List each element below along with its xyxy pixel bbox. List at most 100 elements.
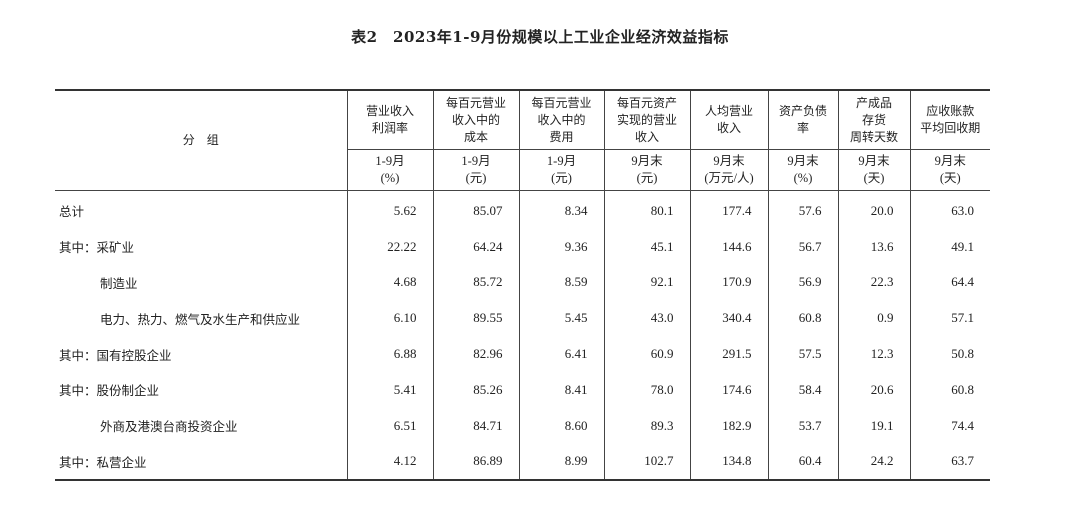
- cell-value: 0.9: [837, 300, 910, 337]
- cell-value: 43.0: [603, 300, 690, 337]
- column-unit: (%): [380, 171, 400, 185]
- cell-value: 50.8: [909, 336, 990, 372]
- cell-value: 80.1: [603, 190, 690, 229]
- cell-value: 56.7: [767, 228, 838, 265]
- column-header-line: 每百元营业: [531, 95, 592, 110]
- column-header-line: 费用: [549, 129, 574, 144]
- column-period: 1-9月: [375, 154, 405, 168]
- column-header: 应收账款 平均回收期: [909, 90, 990, 150]
- column-header: 资产负债率: [767, 90, 838, 150]
- column-header-line: 每百元资产: [616, 95, 677, 110]
- cell-value: 170.9: [689, 264, 768, 301]
- column-header-line: 收入中的: [537, 112, 586, 127]
- row-label: 其中：国有控股企业: [59, 347, 172, 363]
- column-unit-header: 1-9月 (元): [518, 149, 604, 191]
- column-header-line: 营业收入: [365, 104, 414, 118]
- cell-value: 5.45: [518, 300, 604, 337]
- cell-value: 174.6: [689, 371, 768, 408]
- header-row-units: 1-9月 (%) 1-9月 (元) 1-9月 (元) 9月末 (元) 9月末 (万元/人) 9月末 (…: [55, 149, 990, 191]
- column-unit: (万元/人): [704, 171, 754, 185]
- cell-value: 56.9: [767, 264, 838, 301]
- column-unit: (元): [551, 171, 572, 185]
- table-row: 其中：私营企业 4.12 86.89 8.99 102.7 134.8 60.4 24.2 63…: [55, 443, 990, 482]
- cell-value: 6.88: [346, 336, 433, 372]
- cell-value: 6.51: [346, 407, 433, 444]
- cell-value: 45.1: [603, 228, 690, 265]
- column-unit: (元): [636, 171, 658, 185]
- cell-value: 60.4: [767, 443, 838, 482]
- column-unit: (天): [863, 171, 885, 185]
- cell-value: 78.0: [603, 371, 690, 408]
- column-unit: (%): [793, 171, 813, 185]
- column-header-line: 应收账款: [926, 104, 975, 118]
- column-period: 9月末: [858, 154, 890, 168]
- cell-value: 86.89: [432, 443, 519, 482]
- table-row: 其中：股份制企业 5.41 85.26 8.41 78.0 174.6 58.4 20.6 60…: [55, 371, 990, 408]
- column-header-line: 周转天数: [849, 129, 898, 144]
- column-header-line: 实现的营业: [616, 112, 677, 127]
- row-label: 总计: [59, 204, 85, 220]
- cell-value: 4.68: [346, 264, 433, 301]
- table-row: 制造业 4.68 85.72 8.59 92.1 170.9 56.9 22.3 64.4: [55, 264, 990, 301]
- cell-value: 82.96: [432, 336, 519, 372]
- cell-value: 8.59: [518, 264, 604, 301]
- cell-value: 19.1: [837, 407, 910, 444]
- cell-value: 74.4: [909, 407, 990, 444]
- row-label: 外商及港澳台商投资企业: [100, 419, 238, 435]
- cell-value: 8.41: [518, 371, 604, 408]
- cell-value: 340.4: [689, 300, 768, 337]
- column-unit-header: 9月末 (%): [767, 149, 838, 191]
- cell-value: 85.72: [432, 264, 519, 301]
- table-row: 其中：国有控股企业 6.88 82.96 6.41 60.9 291.5 57.5 12.3 5…: [55, 336, 990, 372]
- group-header: 分 组: [182, 133, 219, 147]
- column-header-line: 收入: [716, 121, 741, 135]
- column-header: 每百元营业收入中的费用: [518, 90, 604, 150]
- column-unit-header: 9月末 (天): [909, 149, 990, 191]
- cell-value: 64.24: [432, 228, 519, 265]
- table-row: 其中：采矿业 22.22 64.24 9.36 45.1 144.6 56.7 13.6 49.…: [55, 228, 990, 265]
- cell-value: 8.60: [518, 407, 604, 444]
- cell-value: 85.26: [432, 371, 519, 408]
- cell-value: 64.4: [909, 264, 990, 301]
- column-period: 9月末: [934, 154, 966, 168]
- cell-value: 5.62: [346, 190, 433, 229]
- column-header-line: 每百元营业: [445, 95, 506, 110]
- table-title: 表2 2023年1-9月份规模以上工业企业经济效益指标: [351, 28, 729, 46]
- column-header: 每百元营业 收入中的 成本: [432, 90, 519, 150]
- column-unit-header: 1-9月 (%): [346, 149, 433, 191]
- column-unit: (天): [939, 171, 961, 185]
- cell-value: 102.7: [603, 443, 690, 482]
- cell-value: 85.07: [432, 190, 519, 229]
- cell-value: 134.8: [689, 443, 768, 482]
- cell-value: 57.6: [767, 190, 838, 229]
- cell-value: 22.3: [837, 264, 910, 301]
- cell-value: 24.2: [837, 443, 910, 482]
- cell-value: 182.9: [689, 407, 768, 444]
- row-label: 电力、热力、燃气及水生产和供应业: [100, 311, 301, 327]
- column-header-line: 收入中的: [451, 112, 500, 127]
- cell-value: 89.55: [432, 300, 519, 337]
- cell-value: 57.5: [767, 336, 838, 372]
- cell-value: 92.1: [603, 264, 690, 301]
- cell-value: 6.41: [518, 336, 604, 372]
- column-header: 每百元资产实现的营业收入: [603, 90, 690, 150]
- cell-value: 20.0: [837, 190, 910, 229]
- cell-value: 8.34: [518, 190, 604, 229]
- column-header-line: 收入: [634, 129, 659, 144]
- cell-value: 6.10: [346, 300, 433, 337]
- column-unit-header: 9月末 (万元/人): [689, 149, 768, 191]
- cell-value: 12.3: [837, 336, 910, 372]
- table-row: 外商及港澳台商投资企业 6.51 84.71 8.60 89.3 182.9 53.7 19.…: [55, 407, 990, 444]
- column-period: 1-9月: [546, 154, 577, 168]
- indicators-table: 分 组 营业收入 利润率 每百元营业 收入中的 成本 每百元营业 收入中的 费用 每百元资产 实现…: [55, 89, 990, 482]
- column-header: 产成品 存货 周转天数: [837, 90, 910, 150]
- table-row: 总计 5.62 85.07 8.34 80.1 177.4 57.6 20.0 63.0: [55, 190, 990, 229]
- column-header: 人均营业 收入: [689, 90, 768, 150]
- column-header-line: 资产负债: [778, 104, 827, 118]
- cell-value: 9.36: [518, 228, 604, 265]
- column-header-line: 产成品: [855, 95, 892, 110]
- row-label: 其中：采矿业: [59, 240, 135, 256]
- table-row: 电力、热力、燃气及水生产和供应业 6.10 89.55 5.45 43.0 340.4 60…: [55, 300, 990, 337]
- cell-value: 60.9: [603, 336, 690, 372]
- cell-value: 60.8: [909, 371, 990, 408]
